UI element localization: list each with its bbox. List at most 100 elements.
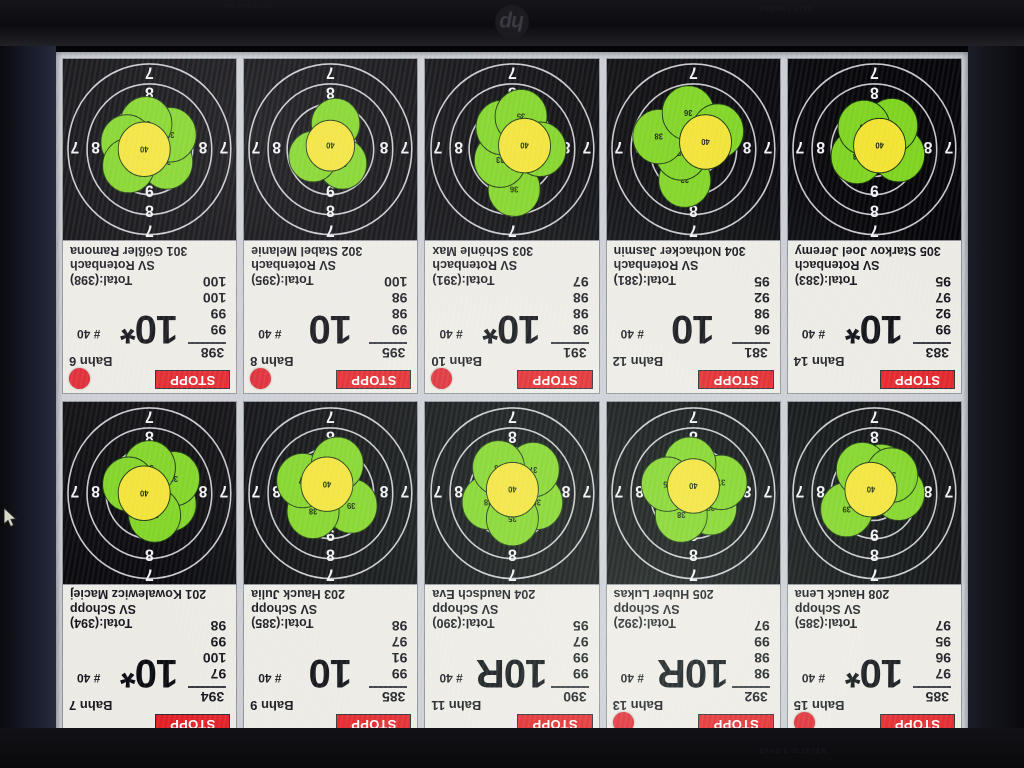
shot-number: # 40 [76, 327, 101, 342]
svg-text:33: 33 [495, 156, 504, 165]
svg-text:7: 7 [433, 138, 442, 155]
panel-header: STOPP Bahn 14 383 99 92 97 95 10* # 40 Tota… [787, 241, 961, 394]
target-face[interactable]: 777788889393837363540 [62, 402, 237, 585]
target-face[interactable]: 777788889363334353240 [425, 59, 599, 242]
panel-mid: 394 97 100 99 98 10* # 40 [69, 618, 230, 707]
shooter-panel[interactable]: STOPP Bahn 8 395 99 98 98 100 10 # 40 Total… [243, 58, 419, 395]
stopp-badge[interactable]: STOPP [517, 370, 593, 390]
svg-text:38: 38 [676, 510, 685, 519]
svg-text:8: 8 [454, 138, 463, 155]
svg-text:7: 7 [252, 482, 261, 499]
total-label: Total:(390) [432, 616, 495, 631]
svg-text:8: 8 [326, 84, 335, 101]
svg-text:7: 7 [795, 138, 804, 155]
panel-footer: Total:(392) SV Schopp 205 Huber Lukas [607, 587, 780, 631]
total-label: Total:(398) [69, 273, 133, 287]
svg-text:7: 7 [433, 482, 442, 499]
svg-text:8: 8 [145, 427, 154, 444]
svg-text:7: 7 [944, 138, 953, 155]
target-face[interactable]: 777788889383937363540 [787, 402, 961, 585]
panel-footer: Total:(381) SV Rotenbach 304 Nothacker J… [607, 244, 780, 287]
panel-footer: Total:(398) SV Rotenbach 301 Gößler Ramo… [63, 244, 236, 287]
series-score: 98 [391, 290, 408, 307]
target-face[interactable]: 7777888893938373640 [787, 59, 961, 242]
target-face[interactable]: 777788889393837363540 [606, 402, 780, 585]
display-screen: STOPP Bahn 15 385 97 96 95 97 10* # 40 Tota… [56, 52, 968, 744]
club-name: SV Rotenbach [69, 258, 155, 273]
svg-text:8: 8 [870, 545, 879, 562]
shooter-panel[interactable]: STOPP Bahn 14 383 99 92 97 95 10* # 40 Tota… [786, 58, 962, 395]
svg-text:8: 8 [816, 138, 825, 155]
target-face[interactable]: 777788889333538363740 [606, 59, 780, 242]
target-face[interactable]: 777788889393837363540 [425, 402, 599, 585]
svg-text:40: 40 [700, 138, 709, 147]
svg-text:9: 9 [145, 182, 154, 199]
svg-text:7: 7 [763, 138, 772, 155]
svg-text:7: 7 [326, 407, 335, 424]
shot-number: # 40 [620, 671, 644, 685]
svg-text:8: 8 [199, 138, 208, 155]
shooter-panel[interactable]: STOPP Bahn 10 391 98 98 98 97 10* # 40 Tota… [424, 58, 600, 395]
svg-text:8: 8 [145, 545, 154, 562]
svg-text:7: 7 [689, 222, 698, 239]
svg-text:7: 7 [944, 482, 953, 499]
svg-text:7: 7 [870, 565, 879, 582]
total-label: Total:(385) [251, 616, 314, 631]
svg-text:8: 8 [870, 84, 879, 101]
bezel-label-right: ENERGY STAR [760, 7, 814, 13]
svg-text:7: 7 [689, 64, 698, 81]
club-name: SV Schopp [69, 602, 136, 616]
svg-text:7: 7 [689, 565, 698, 582]
shooter-panel[interactable]: STOPP Bahn 9 385 99 91 97 98 10 # 40 Total:… [243, 401, 419, 738]
stopp-badge[interactable]: STOPP [879, 370, 955, 390]
svg-text:35: 35 [516, 112, 525, 121]
series-score: 97 [935, 290, 951, 307]
svg-text:40: 40 [140, 145, 149, 154]
target-face[interactable]: 77778888939383740 [244, 59, 418, 242]
panel-header: STOPP Bahn 6 398 99 99 100 100 10* # 40 Tot… [62, 241, 237, 394]
total-label: Total:(381) [613, 273, 676, 287]
series-score: 97 [391, 634, 408, 650]
stopp-badge[interactable]: STOPP [154, 370, 231, 390]
total-label: Total:(394) [69, 616, 133, 631]
shooter-panel[interactable]: STOPP Bahn 13 392 98 98 99 97 10R # 40 Tota… [605, 401, 781, 738]
panel-header: STOPP Bahn 15 385 97 96 95 97 10* # 40 Tota… [787, 585, 961, 737]
panel-mid: 390 99 99 97 95 10R # 40 [431, 618, 592, 707]
svg-text:8: 8 [273, 138, 282, 155]
stopp-badge[interactable]: STOPP [698, 370, 774, 390]
shooter-panel[interactable]: STOPP Bahn 6 398 99 99 100 100 10* # 40 Tot… [61, 58, 238, 395]
svg-text:8: 8 [145, 84, 154, 101]
svg-text:40: 40 [866, 485, 875, 494]
panel-footer: Total:(385) SV Schopp 203 Hauck Julia [244, 587, 417, 631]
svg-text:7: 7 [508, 407, 517, 424]
stopp-badge[interactable]: STOPP [336, 370, 412, 390]
shooter-panel[interactable]: STOPP Bahn 12 381 96 98 92 95 10 # 40 Total… [605, 58, 781, 395]
panel-header: STOPP Bahn 10 391 98 98 98 97 10* # 40 Tota… [425, 241, 599, 394]
svg-text:40: 40 [507, 485, 516, 494]
target-face[interactable]: 777788889393837363540 [62, 59, 237, 242]
svg-text:7: 7 [145, 222, 154, 239]
bezel-label-left: HP PAVILION [225, 4, 273, 10]
shooter-panel[interactable]: STOPP Bahn 7 394 97 100 99 98 10* # 40 Tota… [61, 401, 238, 738]
shooter-panel[interactable]: STOPP Bahn 11 390 99 99 97 95 10R # 40 Tota… [424, 401, 600, 738]
series-score: 95 [935, 634, 951, 650]
svg-text:8: 8 [742, 482, 751, 499]
scoreboard-row-bottom: STOPP Bahn 14 383 99 92 97 95 10* # 40 Tota… [61, 58, 962, 395]
target-face[interactable]: 7777888893938373640 [244, 402, 418, 585]
svg-text:40: 40 [875, 141, 884, 150]
club-name: SV Rotenbach [794, 258, 880, 273]
hp-logo-icon: hp [495, 5, 529, 39]
club-name: SV Schopp [794, 602, 861, 616]
svg-text:37: 37 [529, 465, 537, 474]
club-name: SV Rotenbach [432, 258, 518, 273]
club-name: SV Schopp [251, 602, 318, 616]
total-label: Total:(385) [794, 616, 858, 631]
svg-text:7: 7 [508, 222, 517, 239]
svg-text:8: 8 [326, 545, 335, 562]
svg-text:8: 8 [91, 482, 100, 499]
svg-text:7: 7 [614, 138, 623, 155]
svg-text:7: 7 [870, 222, 879, 239]
shooter-panel[interactable]: STOPP Bahn 15 385 97 96 95 97 10* # 40 Tota… [786, 401, 962, 738]
svg-text:8: 8 [199, 482, 208, 499]
